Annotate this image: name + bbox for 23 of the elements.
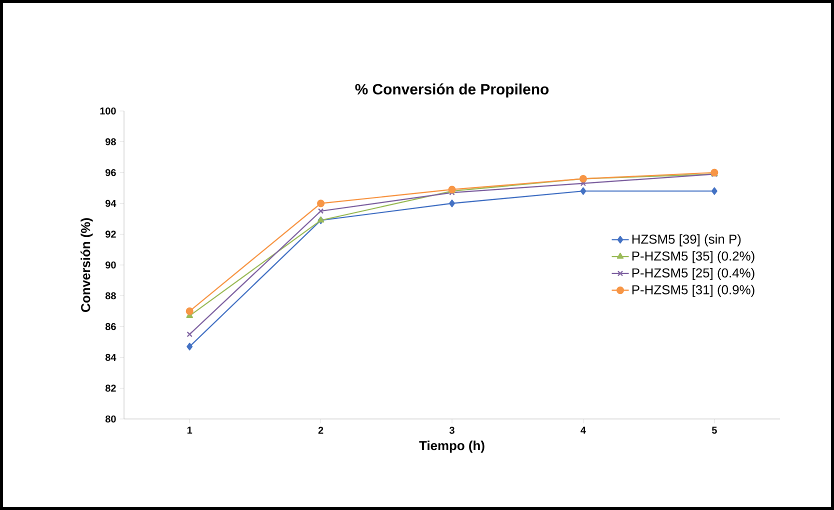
legend-label: P-HZSM5 [31] (0.9%) [632,284,754,297]
y-tick-label: 98 [106,138,116,146]
y-tick-label: 94 [106,200,116,207]
legend-label: HZSM5 [39] (sin P) [632,234,741,246]
chart-title: % Conversión de Propileno [355,83,549,98]
y-tick-label: 82 [105,384,116,392]
legend-label: P-HZSM5 [25] (0.4%) [632,268,754,280]
legend-label: P-HZSM5 [35] (0.2%) [632,251,754,264]
x-tick-label: 4 [580,426,586,434]
y-tick-label: 80 [105,415,116,423]
y-tick-label: 84 [105,354,116,361]
x-tick-label: 3 [449,426,454,434]
y-tick-label: 90 [106,261,116,269]
x-tick-label: 1 [187,426,192,434]
y-tick-label: 96 [106,169,116,176]
x-tick-label: 5 [712,426,717,434]
y-tick-label: 86 [105,323,116,330]
x-tick-label: 2 [318,426,324,434]
y-tick-label: 92 [106,230,116,238]
y-tick-label: 88 [105,292,116,300]
y-axis-title: Conversión (%) [80,218,93,312]
y-tick-label: 100 [100,107,116,115]
x-axis-title: Tiempo (h) [419,440,484,453]
